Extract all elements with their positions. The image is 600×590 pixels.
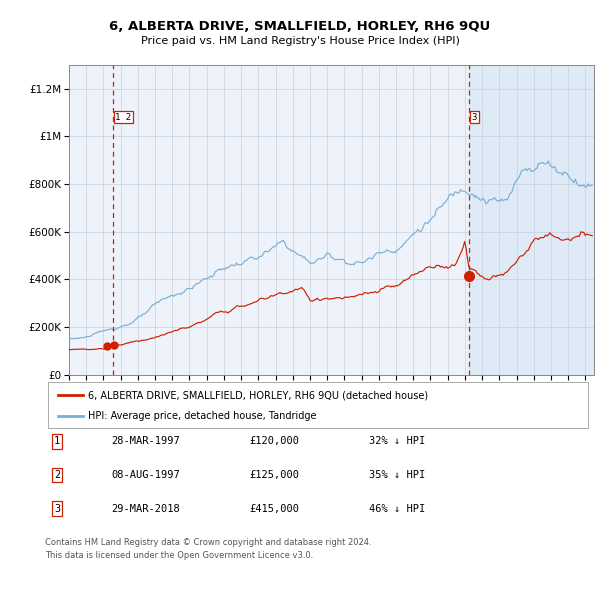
Text: 3: 3 [472, 113, 477, 122]
Text: 32% ↓ HPI: 32% ↓ HPI [369, 437, 425, 446]
Text: 2: 2 [54, 470, 60, 480]
Text: 08-AUG-1997: 08-AUG-1997 [111, 470, 180, 480]
Text: Contains HM Land Registry data © Crown copyright and database right 2024.
This d: Contains HM Land Registry data © Crown c… [45, 538, 371, 559]
Text: £125,000: £125,000 [249, 470, 299, 480]
Text: HPI: Average price, detached house, Tandridge: HPI: Average price, detached house, Tand… [89, 411, 317, 421]
Text: 28-MAR-1997: 28-MAR-1997 [111, 437, 180, 446]
Text: 1: 1 [54, 437, 60, 446]
Text: 3: 3 [54, 504, 60, 513]
Text: 35% ↓ HPI: 35% ↓ HPI [369, 470, 425, 480]
Text: 29-MAR-2018: 29-MAR-2018 [111, 504, 180, 513]
Text: 6, ALBERTA DRIVE, SMALLFIELD, HORLEY, RH6 9QU: 6, ALBERTA DRIVE, SMALLFIELD, HORLEY, RH… [109, 20, 491, 33]
Text: Price paid vs. HM Land Registry's House Price Index (HPI): Price paid vs. HM Land Registry's House … [140, 37, 460, 46]
Text: £120,000: £120,000 [249, 437, 299, 446]
Text: 1 2: 1 2 [115, 113, 131, 122]
Text: 6, ALBERTA DRIVE, SMALLFIELD, HORLEY, RH6 9QU (detached house): 6, ALBERTA DRIVE, SMALLFIELD, HORLEY, RH… [89, 390, 428, 400]
Text: £415,000: £415,000 [249, 504, 299, 513]
Bar [469, 65, 594, 375]
Text: 46% ↓ HPI: 46% ↓ HPI [369, 504, 425, 513]
